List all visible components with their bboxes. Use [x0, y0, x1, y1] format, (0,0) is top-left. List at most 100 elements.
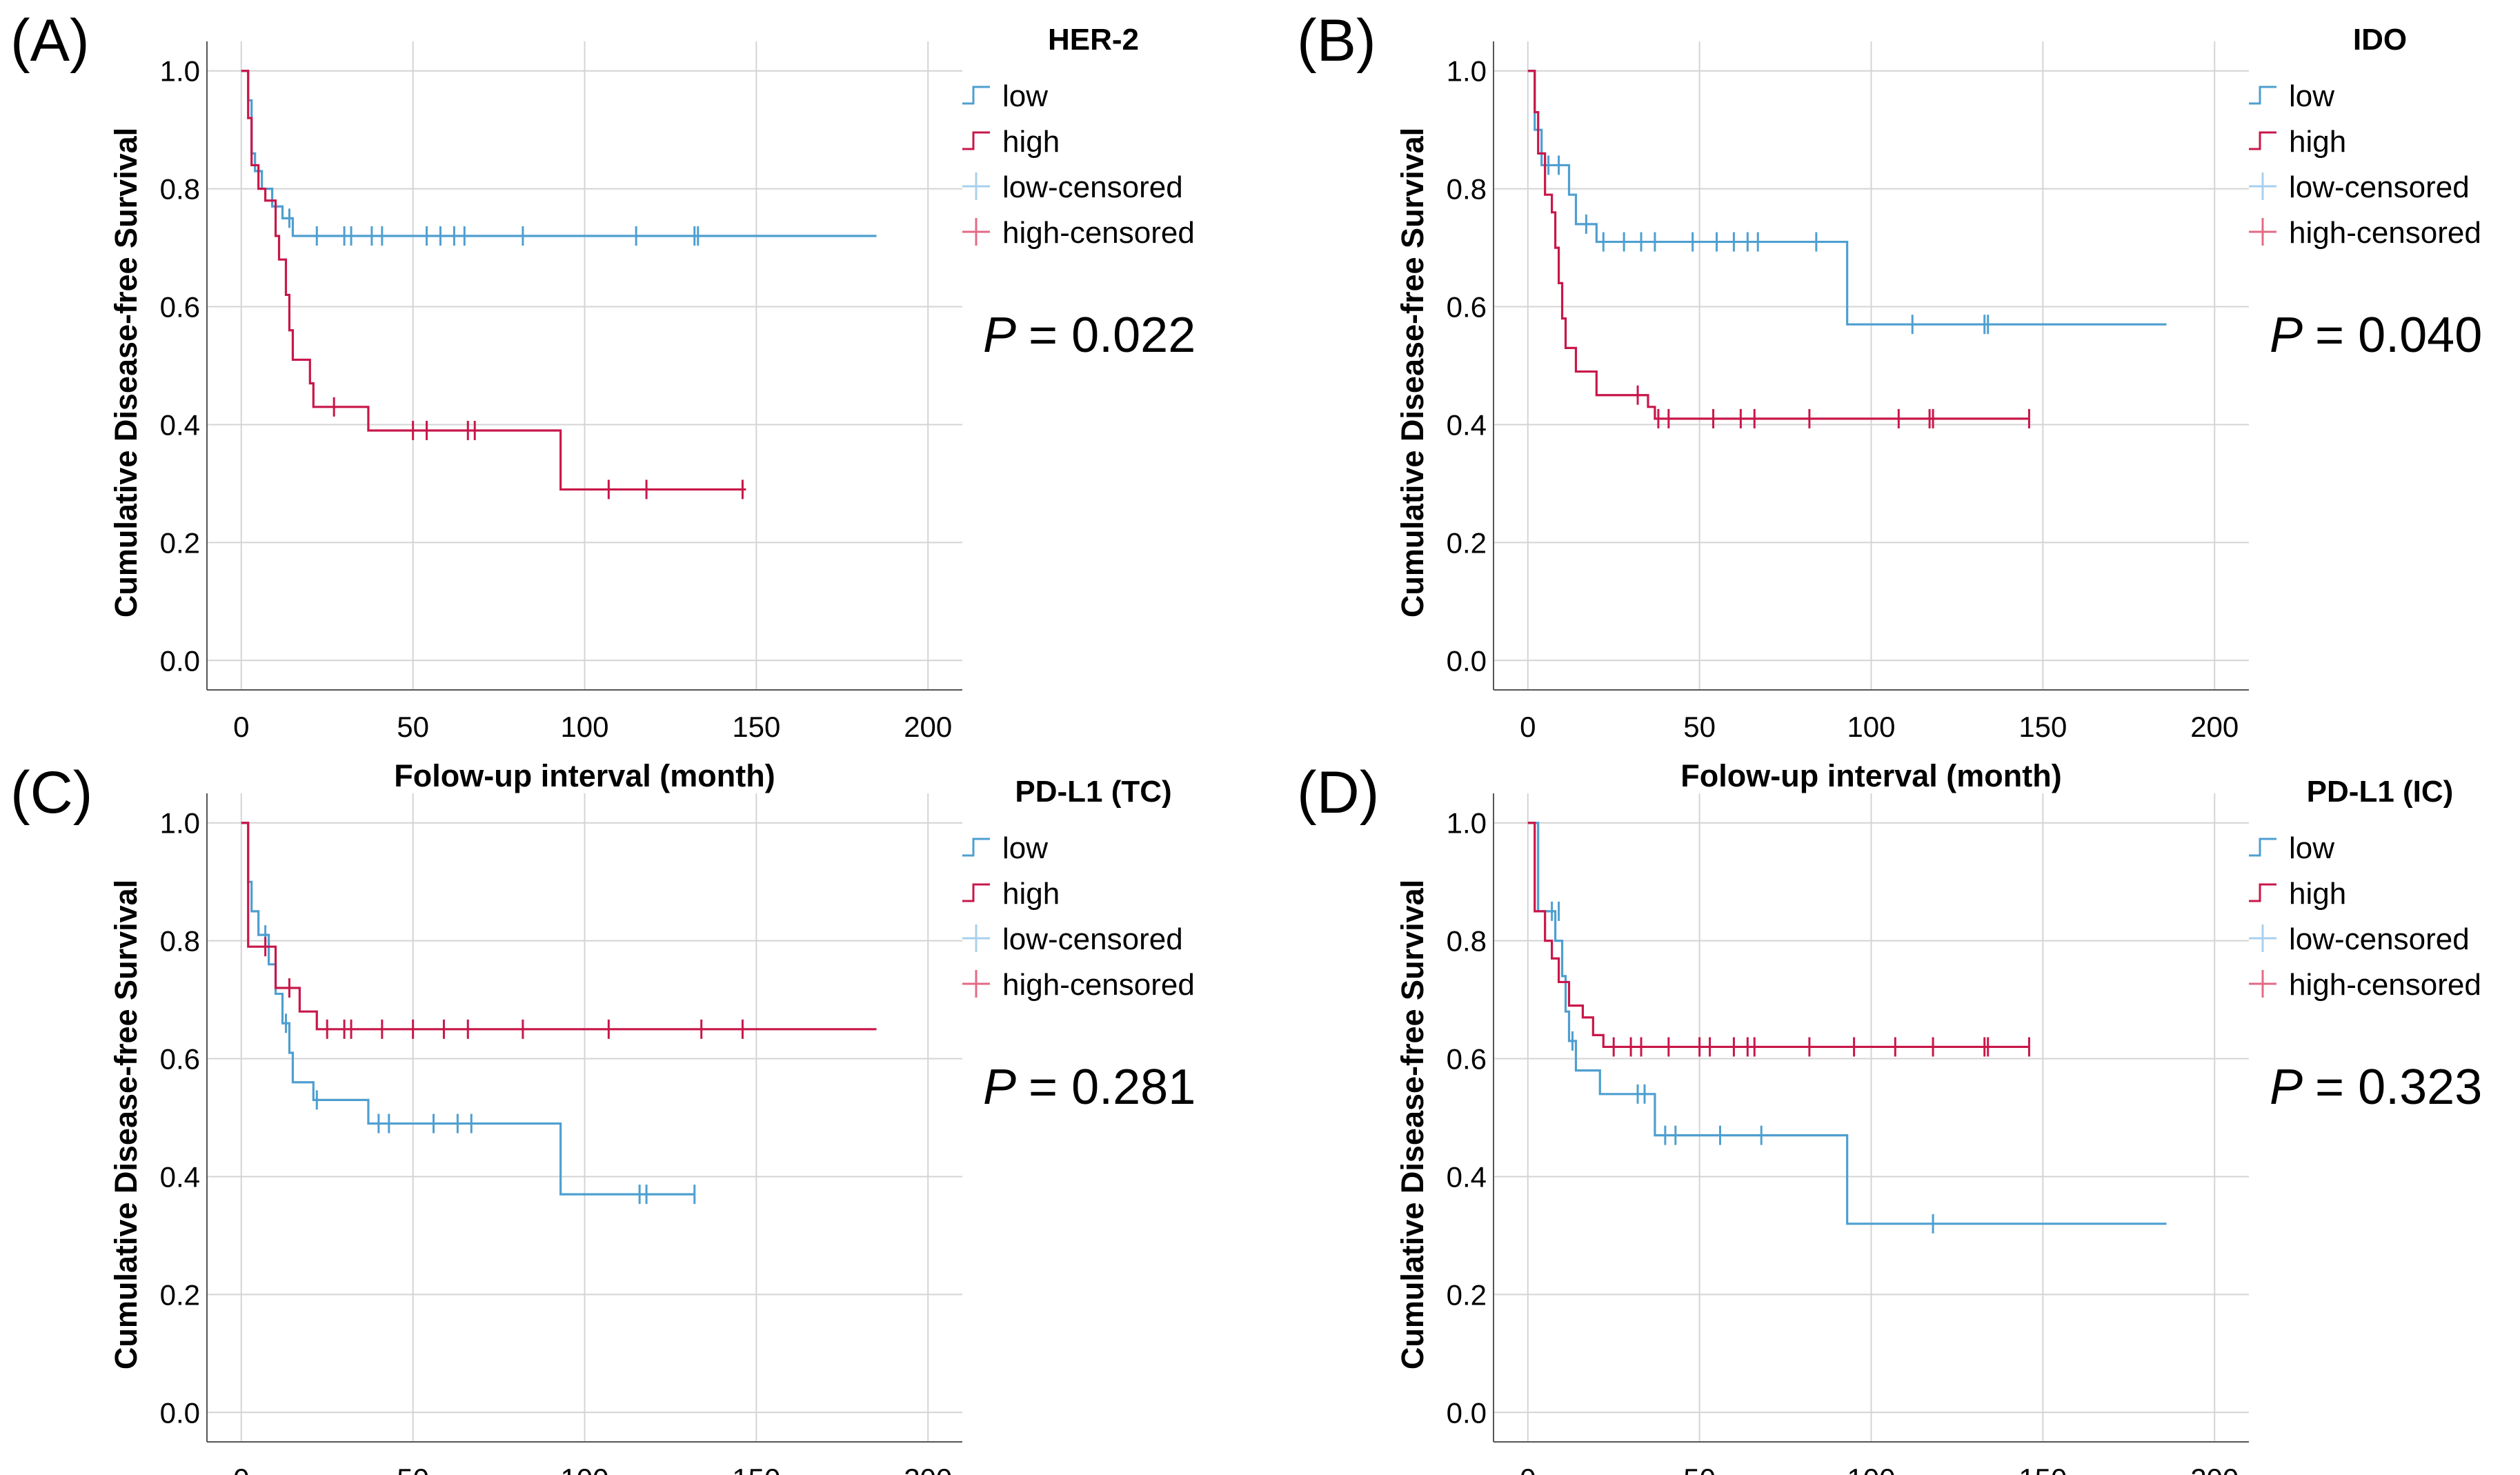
x-tick-label: 150: [732, 1463, 780, 1475]
x-tick-label: 0: [1520, 1463, 1536, 1475]
km-curve-low: [1527, 822, 2167, 1225]
legend-label: high-censored: [2289, 216, 2481, 250]
x-tick-label: 150: [2018, 1463, 2067, 1475]
y-tick-label: 0.0: [160, 1396, 200, 1429]
y-tick-label: 0.0: [160, 644, 200, 677]
x-tick-label: 200: [904, 711, 952, 743]
panel-b: 0 50 100 150 200 0.0 0.2 0.4 0.6 0.8 1.0 Folow-up i…: [1297, 8, 2482, 793]
y-tick-label: 0.0: [1447, 644, 1487, 677]
panel-letter: (D): [1297, 760, 1379, 826]
km-curve-high: [1527, 70, 2030, 420]
legend-step-symbol: [2249, 86, 2276, 105]
legend-label: low-censored: [1002, 170, 1183, 204]
x-tick-label: 150: [2018, 711, 2067, 743]
y-tick-label: 0.2: [1447, 1278, 1487, 1311]
legend-step-symbol: [962, 131, 990, 150]
legend-plus-symbol: [2249, 172, 2276, 200]
y-tick-label: 0.2: [1447, 526, 1487, 559]
legend-step-symbol: [2249, 838, 2276, 857]
p-value: P = 0.323: [2270, 1060, 2482, 1115]
p-value-symbol: P: [983, 308, 1016, 363]
legend-label: low-censored: [2289, 922, 2470, 956]
legend-label: low: [1002, 79, 1048, 113]
x-axis-title: Folow-up interval (month): [394, 758, 775, 793]
y-tick-label: 0.6: [1447, 291, 1487, 324]
km-curve-high: [1527, 822, 2030, 1049]
x-tick-label: 100: [1847, 711, 1895, 743]
legend-title: IDO: [2353, 23, 2407, 57]
legend-step-symbol: [962, 86, 990, 105]
legend-step-symbol: [2249, 131, 2276, 150]
km-curve-low: [241, 822, 695, 1196]
y-axis-title: Cumulative Disease-free Survival: [108, 880, 143, 1369]
x-tick-label: 0: [233, 1463, 249, 1475]
p-value: P = 0.281: [983, 1060, 1195, 1115]
x-tick-label: 100: [1847, 1463, 1895, 1475]
legend-step-symbol: [962, 883, 990, 902]
legend-label: high: [2289, 125, 2346, 159]
p-value: P = 0.040: [2270, 308, 2482, 363]
x-axis-title: Folow-up interval (month): [1680, 758, 2061, 793]
legend-label: low: [2289, 79, 2334, 113]
panel-letter: (C): [10, 760, 92, 826]
x-tick-label: 0: [233, 711, 249, 743]
p-value: P = 0.022: [983, 308, 1195, 363]
y-tick-label: 1.0: [1447, 55, 1487, 88]
legend-label: low-censored: [1002, 922, 1183, 956]
p-value-symbol: P: [2270, 1060, 2303, 1115]
legend-label: high: [1002, 877, 1060, 911]
legend-label: high-censored: [1002, 216, 1195, 250]
legend-plus-symbol: [962, 172, 990, 200]
y-tick-label: 0.8: [160, 173, 200, 206]
panel-a: 0 50 100 150 200 0.0 0.2 0.4 0.6 0.8 1.0 Folow-up i…: [10, 8, 1195, 793]
legend-label: low-censored: [2289, 170, 2470, 204]
y-tick-label: 1.0: [160, 55, 200, 88]
x-tick-label: 200: [2190, 1463, 2239, 1475]
legend-label: low: [1002, 831, 1048, 865]
legend-title: PD-L1 (TC): [1015, 775, 1171, 809]
x-tick-label: 50: [1683, 711, 1716, 743]
legend-title: PD-L1 (IC): [2307, 775, 2454, 809]
x-tick-label: 50: [397, 1463, 429, 1475]
y-axis-title: Cumulative Disease-free Survival: [1395, 880, 1430, 1369]
y-tick-label: 0.4: [160, 1160, 200, 1193]
panel-d: 0 50 100 150 200 0.0 0.2 0.4 0.6 0.8 1.0 Folow-up i…: [1297, 760, 2482, 1475]
y-tick-label: 0.8: [1447, 925, 1487, 958]
y-axis-title: Cumulative Disease-free Survival: [1395, 128, 1430, 617]
y-tick-label: 0.4: [1447, 1160, 1487, 1193]
y-tick-label: 0.8: [160, 925, 200, 958]
legend-plus-symbol: [962, 924, 990, 952]
legend-label: high-censored: [1002, 968, 1195, 1002]
legend-plus-symbol: [2249, 970, 2276, 998]
p-value-symbol: P: [2270, 308, 2303, 363]
km-curve-high: [241, 70, 746, 491]
x-tick-label: 200: [2190, 711, 2239, 743]
panel-letter: (B): [1297, 8, 1376, 74]
y-axis-title: Cumulative Disease-free Survival: [108, 128, 143, 617]
y-tick-label: 0.0: [1447, 1396, 1487, 1429]
legend-label: high: [1002, 125, 1060, 159]
p-value-number: = 0.022: [1029, 308, 1195, 363]
y-tick-label: 0.4: [160, 408, 200, 441]
x-tick-label: 200: [904, 1463, 952, 1475]
y-tick-label: 1.0: [160, 807, 200, 840]
x-tick-label: 100: [560, 1463, 608, 1475]
legend-label: high-censored: [2289, 968, 2481, 1002]
p-value-number: = 0.040: [2315, 308, 2482, 363]
panel-letter: (A): [10, 8, 90, 74]
x-tick-label: 100: [560, 711, 608, 743]
p-value-symbol: P: [983, 1060, 1016, 1115]
km-curve-high: [241, 822, 877, 1031]
panel-c: 0 50 100 150 200 0.0 0.2 0.4 0.6 0.8 1.0 Folow-up i…: [10, 760, 1195, 1475]
y-tick-label: 0.2: [160, 1278, 200, 1311]
y-tick-label: 0.2: [160, 526, 200, 559]
y-tick-label: 0.4: [1447, 408, 1487, 441]
legend-plus-symbol: [962, 970, 990, 998]
x-tick-label: 0: [1520, 711, 1536, 743]
legend-plus-symbol: [962, 218, 990, 246]
y-tick-label: 0.8: [1447, 173, 1487, 206]
y-tick-label: 0.6: [160, 291, 200, 324]
x-tick-label: 50: [397, 711, 429, 743]
legend-label: high: [2289, 877, 2346, 911]
